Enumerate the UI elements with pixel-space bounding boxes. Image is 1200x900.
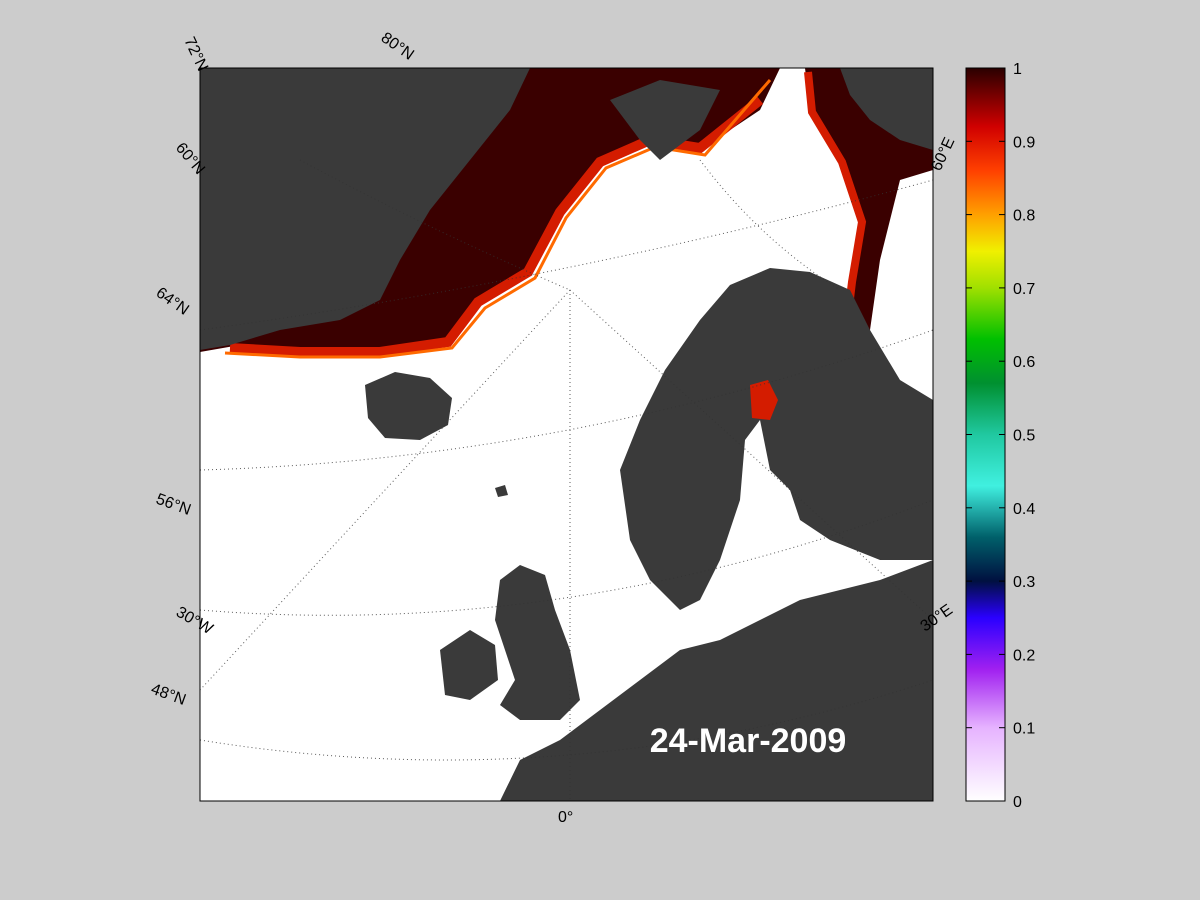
colorbar-tick-label: 0.6 (1013, 354, 1035, 371)
colorbar-tick-label: 0.8 (1013, 208, 1035, 225)
colorbar-tick-label: 0 (1013, 794, 1022, 811)
colorbar-tick-label: 1 (1013, 61, 1022, 78)
land-greenland (200, 68, 530, 350)
lat-label-64n: 64°N (153, 284, 192, 318)
colorbar-tick-label: 0.4 (1013, 501, 1035, 518)
lat-label-56n: 56°N (154, 491, 193, 519)
land-great-britain (495, 565, 580, 720)
land-iceland (365, 372, 452, 440)
land-arctic-russia (840, 68, 933, 150)
sea-ice-barents-edge (804, 71, 867, 333)
sea-ice-bothnia (750, 380, 778, 420)
colorbar: 1 0.9 0.8 0.7 0.6 0.5 0.4 0.3 0.2 0.1 0 (965, 61, 1035, 811)
lon-label-0: 0° (558, 809, 573, 826)
colorbar-tick-label: 0.9 (1013, 134, 1035, 151)
colorbar-tick-label: 0.7 (1013, 281, 1035, 298)
map-area: 24-Mar-2009 (200, 68, 933, 801)
land-faroe (495, 485, 508, 497)
graticule (200, 159, 933, 801)
land-europe (500, 560, 933, 801)
map-frame (199, 67, 934, 802)
land-scandinavia (620, 268, 933, 610)
land-svalbard (610, 80, 720, 160)
colorbar-tick-label: 0.1 (1013, 721, 1035, 738)
lat-label-48n: 48°N (149, 681, 188, 709)
colorbar-tick-label: 0.2 (1013, 647, 1035, 664)
colorbar-tick-label: 0.5 (1013, 428, 1035, 445)
lat-label-72n: 72°N (180, 35, 211, 75)
date-label: 24-Mar-2009 (650, 722, 847, 760)
land-ireland (440, 630, 498, 700)
lat-label-80n: 80°N (378, 29, 417, 63)
colorbar-tick-label: 0.3 (1013, 574, 1035, 591)
